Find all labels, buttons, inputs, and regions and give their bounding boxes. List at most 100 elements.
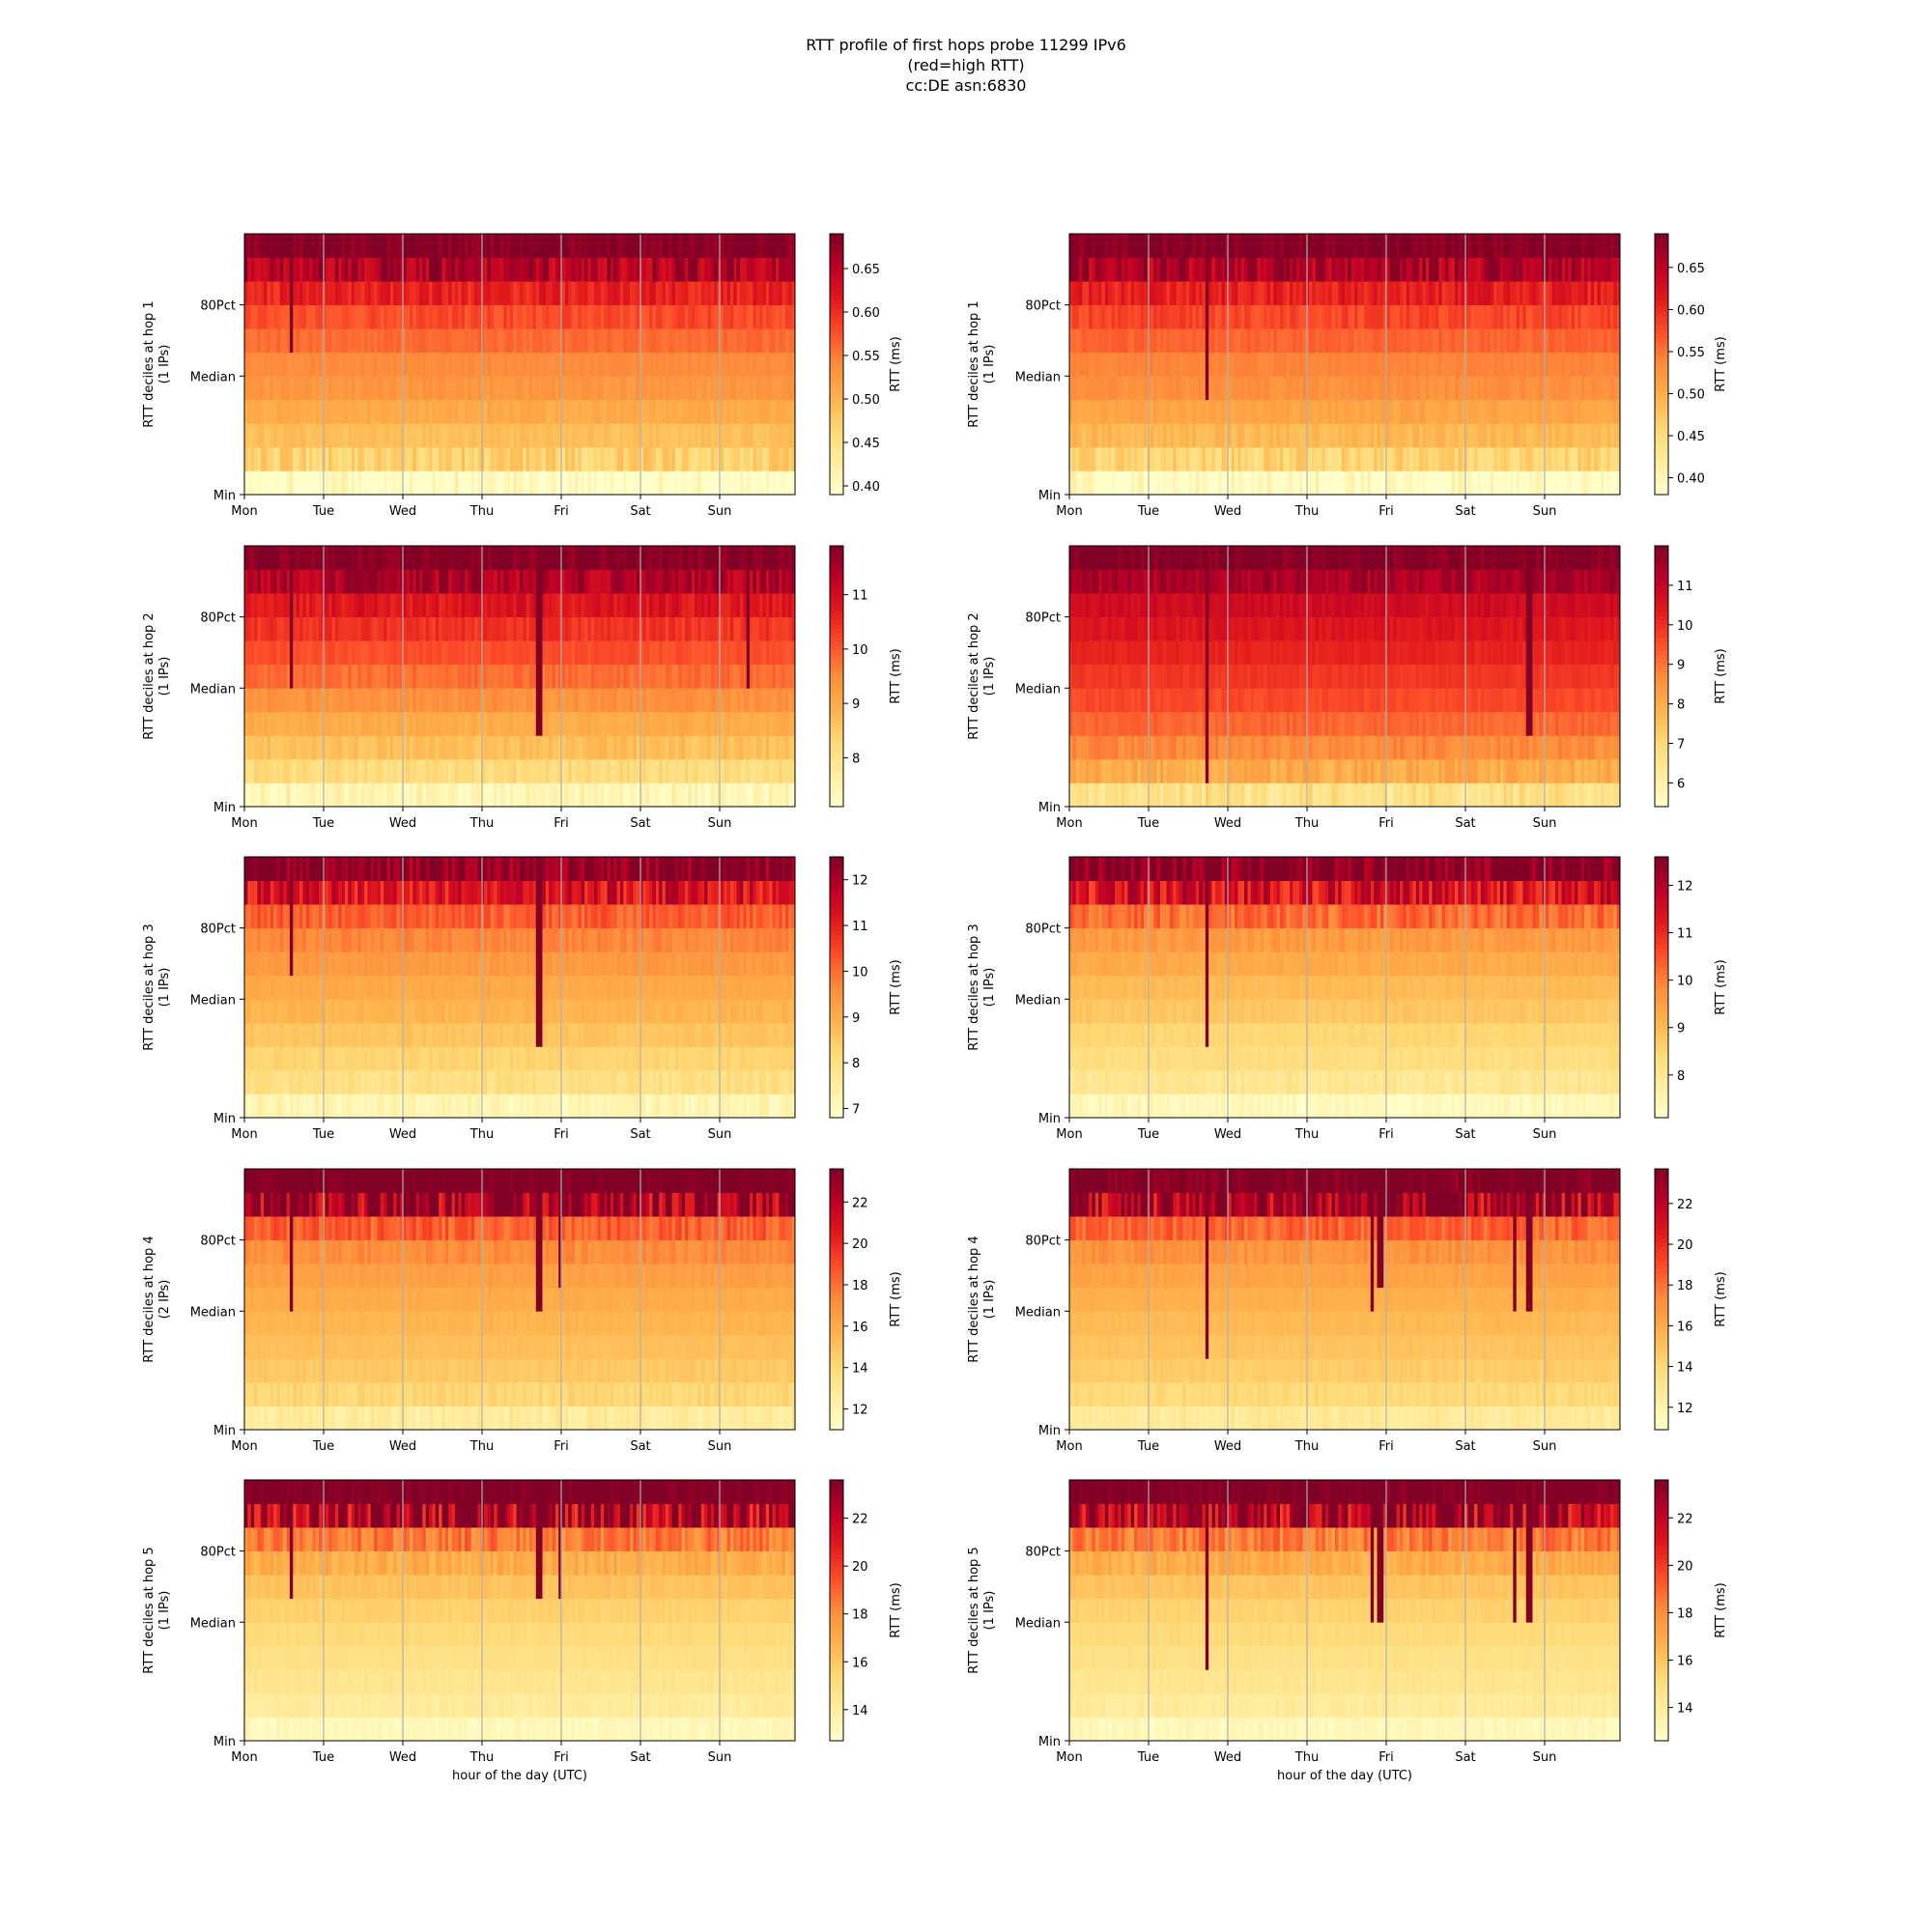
heatmap-cell bbox=[458, 546, 463, 570]
heatmap-cell bbox=[497, 569, 501, 594]
heatmap-cell bbox=[497, 688, 501, 713]
heatmap-cell bbox=[1124, 257, 1128, 282]
heatmap-cell bbox=[435, 470, 440, 496]
heatmap-cell bbox=[309, 234, 313, 258]
heatmap-cell bbox=[652, 376, 657, 401]
heatmap-cell bbox=[671, 281, 676, 306]
heatmap-cell bbox=[331, 423, 336, 448]
heatmap-cell bbox=[1286, 470, 1291, 496]
heatmap-cell bbox=[377, 782, 382, 808]
heatmap-cell bbox=[1173, 328, 1178, 354]
heatmap-cell bbox=[386, 281, 391, 306]
heatmap-cell bbox=[389, 446, 394, 471]
heatmap-cell bbox=[389, 711, 394, 736]
heatmap-cell bbox=[393, 446, 397, 471]
heatmap-cell bbox=[1490, 304, 1494, 329]
heatmap-cell bbox=[1616, 234, 1621, 258]
heatmap-cell bbox=[1597, 281, 1602, 306]
heatmap-cell bbox=[645, 423, 650, 448]
heatmap-cell bbox=[1250, 470, 1255, 496]
heatmap-cell bbox=[1315, 470, 1320, 496]
heatmap-cell bbox=[1302, 470, 1307, 496]
heatmap-cell bbox=[319, 782, 323, 808]
heatmap-cell bbox=[1480, 257, 1485, 282]
heatmap-cell bbox=[1098, 423, 1102, 448]
heatmap-cell bbox=[1108, 446, 1112, 471]
heatmap-cell bbox=[1214, 234, 1219, 258]
heatmap-cell bbox=[1321, 470, 1326, 496]
heatmap-cell bbox=[273, 376, 277, 401]
heatmap-cell bbox=[695, 399, 698, 424]
heatmap-cell bbox=[526, 782, 530, 808]
heatmap-cell bbox=[1522, 234, 1527, 258]
heatmap-cell bbox=[429, 234, 433, 258]
heatmap-cell bbox=[1276, 304, 1281, 329]
heatmap-cell bbox=[697, 470, 702, 496]
heatmap-cell bbox=[1121, 376, 1125, 401]
heatmap-cell bbox=[250, 546, 255, 570]
heatmap-cell bbox=[604, 304, 608, 329]
heatmap-cell bbox=[484, 399, 488, 424]
heatmap-cell bbox=[309, 281, 313, 306]
heatmap-cell bbox=[1554, 304, 1559, 329]
heatmap-cell bbox=[299, 399, 303, 424]
heatmap-cell bbox=[1098, 328, 1102, 354]
colorbar-segment bbox=[830, 377, 843, 383]
heatmap-cell bbox=[1205, 257, 1209, 282]
heatmap-cell bbox=[1539, 352, 1543, 377]
heatmap-cell bbox=[1260, 304, 1264, 329]
heatmap-cell bbox=[659, 446, 663, 471]
heatmap-cell bbox=[710, 470, 715, 496]
heatmap-cell bbox=[364, 257, 368, 282]
heatmap-cell bbox=[726, 423, 731, 448]
heatmap-cell bbox=[312, 376, 317, 401]
heatmap-cell bbox=[270, 376, 274, 401]
heatmap-cell bbox=[1214, 328, 1219, 354]
heatmap-cell bbox=[435, 281, 440, 306]
heatmap-cell bbox=[1370, 352, 1375, 377]
heatmap-cell bbox=[691, 376, 696, 401]
heatmap-cell bbox=[633, 423, 638, 448]
heatmap-cell bbox=[380, 281, 384, 306]
heatmap-cell bbox=[1377, 423, 1381, 448]
heatmap-cell bbox=[1309, 399, 1313, 424]
colorbar-segment bbox=[1655, 438, 1668, 443]
heatmap-cell bbox=[639, 281, 643, 306]
colorbar-tick-label: 0.65 bbox=[852, 263, 880, 277]
heatmap-cell bbox=[506, 569, 511, 594]
heatmap-cell bbox=[513, 758, 518, 783]
heatmap-cell bbox=[1108, 257, 1112, 282]
heatmap-cell bbox=[1597, 328, 1602, 354]
heatmap-cell bbox=[1403, 376, 1407, 401]
heatmap-cell bbox=[740, 328, 744, 354]
colorbar-tick-label: 0.45 bbox=[1677, 430, 1705, 444]
colorbar-tick-label: 0.55 bbox=[1677, 346, 1705, 360]
colorbar-tick-label: 0.60 bbox=[1677, 303, 1705, 318]
heatmap-cell bbox=[465, 711, 469, 736]
heatmap-cell bbox=[1244, 257, 1248, 282]
heatmap-cell bbox=[1290, 470, 1293, 496]
heatmap-cell bbox=[1228, 470, 1233, 496]
heatmap-cell bbox=[753, 257, 757, 282]
heatmap-cell bbox=[772, 257, 777, 282]
heatmap-cell bbox=[470, 376, 475, 401]
heatmap-cell bbox=[415, 782, 420, 808]
heatmap-cell bbox=[1276, 376, 1281, 401]
heatmap-cell bbox=[403, 593, 408, 618]
heatmap-cell bbox=[509, 304, 514, 329]
heatmap-cell bbox=[1432, 399, 1436, 424]
heatmap-cell bbox=[341, 616, 346, 641]
heatmap-cell bbox=[1432, 470, 1436, 496]
heatmap-cell bbox=[399, 569, 404, 594]
heatmap-cell bbox=[338, 423, 342, 448]
heatmap-cell bbox=[1283, 423, 1288, 448]
heatmap-cell bbox=[1429, 376, 1433, 401]
heatmap-cell bbox=[1484, 304, 1488, 329]
heatmap-cell bbox=[484, 376, 488, 401]
heatmap-cell bbox=[1156, 328, 1161, 354]
heatmap-cell bbox=[386, 546, 391, 570]
heatmap-cell bbox=[1348, 304, 1352, 329]
heatmap-cell bbox=[1386, 257, 1391, 282]
heatmap-cell bbox=[724, 399, 727, 424]
